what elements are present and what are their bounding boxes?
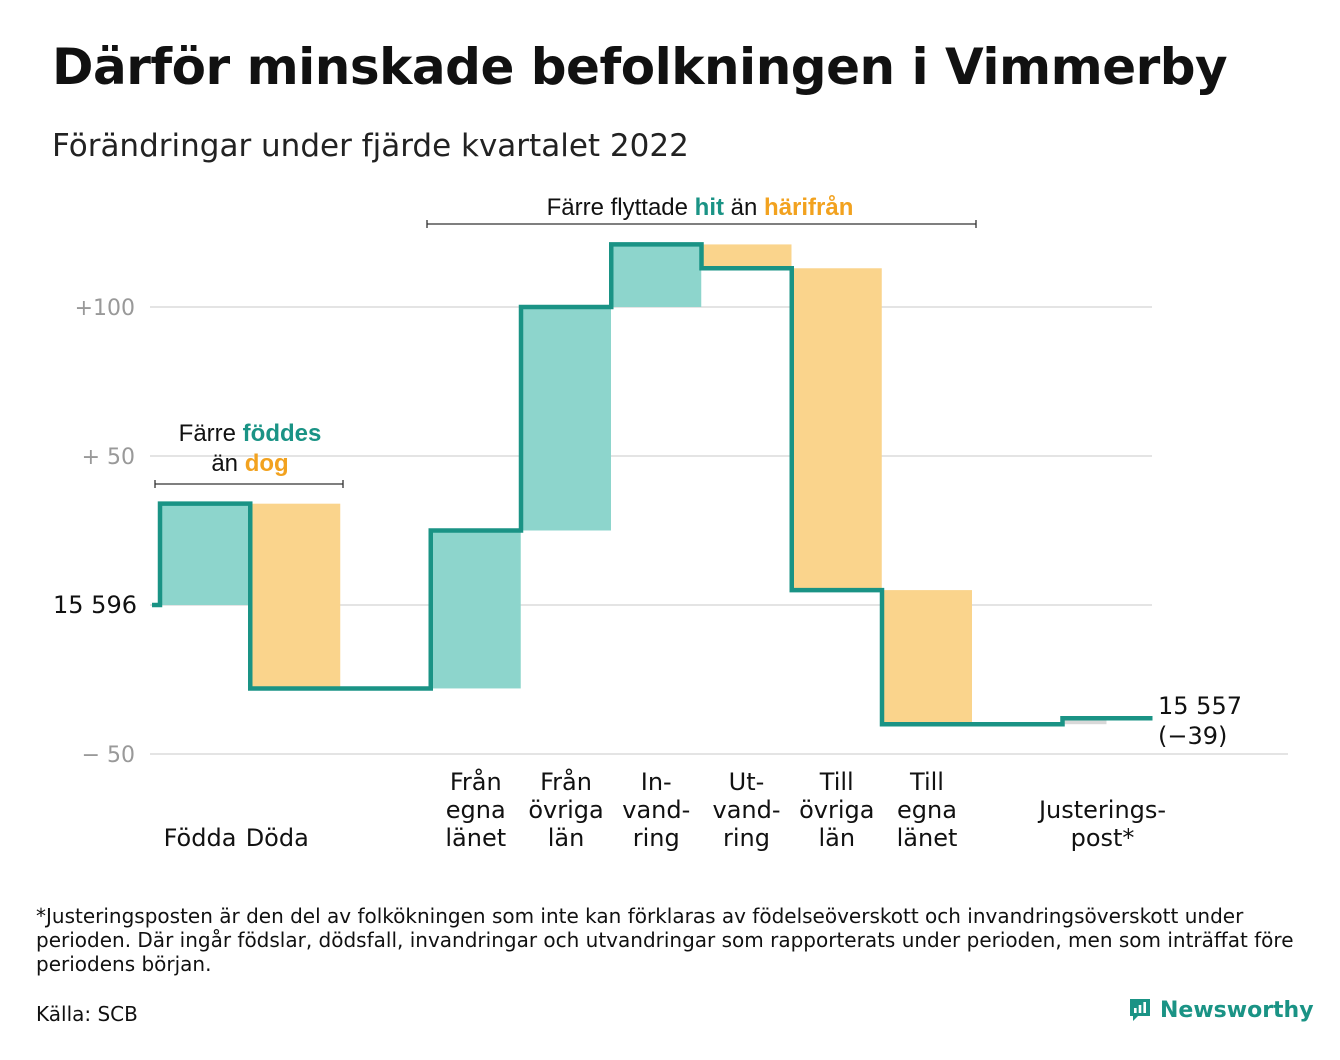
waterfall-bar <box>250 503 341 689</box>
category-label: vand- <box>622 796 690 824</box>
category-label: Justerings- <box>1037 796 1166 824</box>
brand-logo: Newsworthy <box>1128 997 1314 1023</box>
births-annotation-ut: dog <box>245 450 289 477</box>
category-label: län <box>818 824 855 852</box>
category-label: länet <box>445 824 506 852</box>
brand-name: Newsworthy <box>1160 997 1314 1023</box>
category-label: övriga <box>799 796 874 824</box>
waterfall-chart: +100 + 50 − 50 15 596 15 557(−39) Födda Döda Fr… <box>53 194 1288 852</box>
category-label: Ut- <box>729 768 765 796</box>
category-label: Till <box>819 768 854 796</box>
footnote: *Justeringsposten är den del av folkökni… <box>36 904 1294 976</box>
category-label: egna <box>446 796 506 824</box>
category-label: ring <box>633 824 680 852</box>
chart-title: Därför minskade befolkningen i Vimmerby <box>52 38 1228 96</box>
category-label: län <box>548 824 585 852</box>
y-tick-label: +100 <box>75 296 135 321</box>
category-label: In- <box>641 768 672 796</box>
waterfall-bar <box>611 244 702 307</box>
waterfall-bar <box>160 503 250 605</box>
migration-annotation-hit: hit <box>695 194 724 221</box>
waterfall-bar <box>521 307 611 531</box>
newsworthy-logo-icon <box>1130 999 1150 1021</box>
chart-subtitle: Förändringar under fjärde kvartalet 2022 <box>52 128 689 164</box>
category-label: vand- <box>712 796 780 824</box>
births-annotation-hit: föddes <box>243 420 322 447</box>
waterfall-bar <box>1064 718 1107 725</box>
category-label: Födda <box>164 824 237 852</box>
births-annotation-line1: Färre föddes <box>179 420 322 447</box>
category-label: egna <box>897 796 957 824</box>
migration-annotation-ut: härifrån <box>764 194 853 221</box>
category-label: övriga <box>528 796 603 824</box>
end-change-label: (−39) <box>1158 722 1227 750</box>
category-label: post* <box>1071 824 1135 852</box>
category-label: ring <box>723 824 770 852</box>
births-annotation-line2: än dog <box>211 450 288 477</box>
waterfall-bar <box>882 590 972 725</box>
category-label: Från <box>450 767 502 796</box>
waterfall-bar <box>430 530 521 689</box>
category-label: Döda <box>246 824 309 852</box>
y-tick-label: + 50 <box>82 445 135 470</box>
cumulative-line <box>152 242 1153 727</box>
waterfall-bar <box>791 268 882 591</box>
end-value-label: 15 557 <box>1158 692 1242 720</box>
migration-annotation: Färre flyttade hit än härifrån <box>547 194 854 221</box>
category-label: Till <box>909 768 944 796</box>
y-tick-label: − 50 <box>82 743 135 768</box>
category-label: länet <box>897 824 958 852</box>
waterfall-bar <box>701 244 792 269</box>
category-label: Från <box>540 767 592 796</box>
source-credit: Källa: SCB <box>36 1002 138 1026</box>
start-value-label: 15 596 <box>53 591 137 619</box>
